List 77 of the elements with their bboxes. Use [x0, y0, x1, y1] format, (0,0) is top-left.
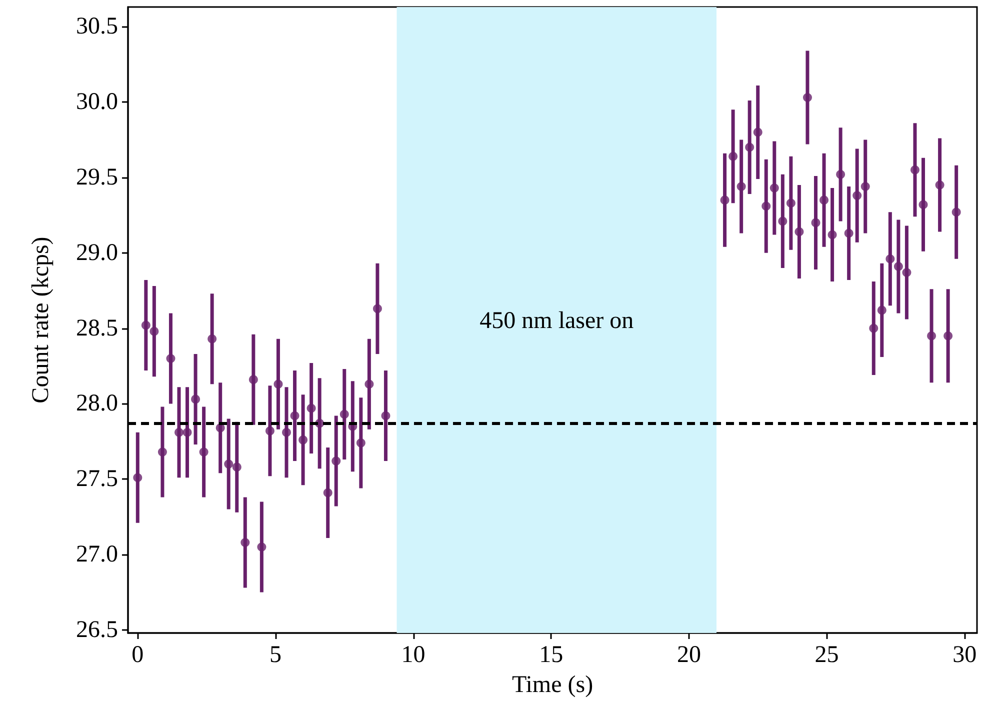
point: [356, 438, 366, 448]
band-label: 450 nm laser on: [480, 308, 634, 334]
point: [182, 428, 192, 437]
point: [736, 182, 746, 191]
point: [802, 93, 812, 102]
point: [886, 254, 895, 264]
point: [762, 202, 771, 211]
point: [265, 426, 274, 436]
point: [820, 196, 829, 205]
point: [728, 152, 738, 161]
point: [208, 334, 217, 344]
y-tick-label: 29.0: [76, 240, 118, 266]
point: [844, 228, 854, 238]
point: [364, 380, 374, 389]
y-tick-label: 26.5: [76, 616, 118, 643]
point: [191, 394, 200, 404]
point: [224, 460, 234, 469]
point: [232, 462, 242, 472]
y-axis-title: Count rate (kcps): [28, 236, 54, 404]
point: [794, 227, 804, 236]
y-tick-label: 28.0: [76, 390, 118, 417]
point: [248, 375, 258, 384]
point: [298, 435, 308, 444]
point: [323, 488, 332, 498]
point: [150, 326, 159, 336]
point: [282, 428, 291, 437]
point: [877, 306, 886, 315]
x-axis-title: Time (s): [512, 672, 594, 698]
point: [770, 184, 779, 193]
point: [372, 304, 382, 314]
point: [952, 208, 961, 217]
point: [199, 447, 208, 456]
x-tick-label: 20: [676, 642, 701, 668]
point: [811, 218, 820, 228]
point: [786, 198, 796, 208]
point: [927, 331, 936, 340]
point: [745, 142, 754, 152]
x-tick-label: 30: [952, 642, 977, 668]
point: [860, 182, 870, 191]
x-tick-label: 25: [814, 642, 839, 668]
point: [216, 423, 225, 432]
y-tick-label: 28.5: [76, 315, 118, 342]
point: [778, 216, 788, 226]
y-tick-label: 27.5: [76, 466, 118, 492]
point: [174, 428, 184, 437]
x-tick-label: 5: [269, 642, 282, 668]
point: [720, 196, 730, 205]
point: [869, 324, 878, 333]
point: [944, 331, 953, 340]
y-tick-label: 30.5: [76, 14, 118, 40]
point: [918, 200, 928, 210]
y-tick-label: 30.0: [76, 89, 118, 116]
point: [290, 411, 300, 420]
point: [158, 447, 167, 456]
point: [306, 404, 316, 413]
point: [828, 230, 837, 240]
point: [257, 542, 266, 552]
y-tick-label: 27.0: [76, 542, 118, 568]
point: [332, 456, 341, 466]
point: [141, 320, 150, 330]
point: [753, 128, 762, 137]
point: [274, 380, 283, 389]
point: [894, 262, 903, 271]
point: [133, 473, 142, 482]
point: [852, 191, 862, 200]
x-tick-label: 10: [401, 642, 426, 668]
x-tick-label: 15: [539, 642, 564, 668]
point: [910, 165, 920, 174]
point: [340, 410, 349, 419]
point: [935, 180, 944, 190]
point: [381, 411, 390, 420]
point: [240, 538, 250, 547]
y-tick-label: 29.5: [76, 164, 118, 190]
point: [902, 268, 912, 277]
point: [166, 354, 176, 363]
x-tick-label: 0: [132, 642, 144, 668]
point: [836, 170, 846, 179]
